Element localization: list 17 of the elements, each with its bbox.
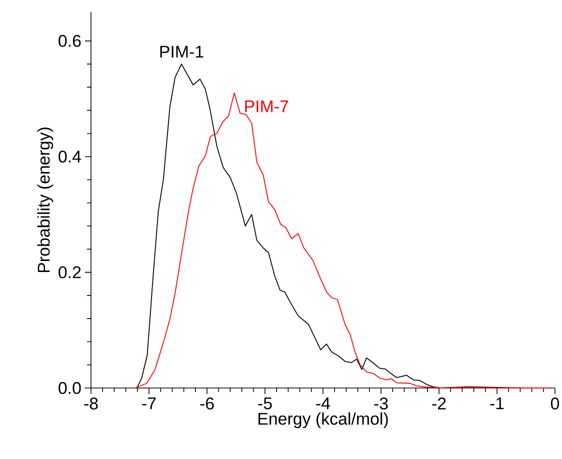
x-tick-label: -3 (374, 398, 388, 410)
series-label: PIM-7 (245, 100, 288, 112)
x-tick-label: -8 (84, 398, 98, 410)
x-tick-label: -6 (200, 398, 214, 410)
y-tick-label: 0.2 (58, 266, 81, 278)
x-tick-label: -1 (490, 398, 504, 410)
x-tick-label: -2 (432, 398, 446, 410)
y-tick-label: 0.4 (58, 150, 81, 163)
x-tick-label: -4 (316, 398, 330, 410)
x-axis-title: Energy (kcal/mol) (258, 412, 388, 428)
x-tick-label: -7 (142, 398, 156, 410)
y-tick-label: 0.0 (58, 382, 81, 394)
y-tick-label: 0.6 (58, 34, 81, 47)
x-tick-label: -5 (258, 398, 272, 410)
series-label: PIM-1 (160, 46, 204, 58)
x-tick-label: 0 (550, 398, 560, 410)
y-axis-title: Probability (energy) (37, 128, 54, 272)
